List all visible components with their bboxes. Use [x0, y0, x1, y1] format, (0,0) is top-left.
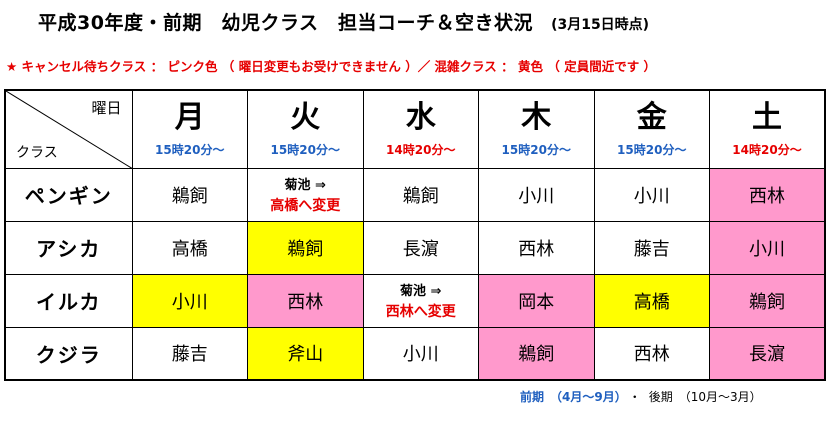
class-name-cell: クジラ — [4, 326, 133, 381]
day-header-wed: 水 14時20分～ — [362, 89, 479, 169]
coach-name: 鵜飼 — [749, 291, 785, 313]
day-start-time: 15時20分～ — [617, 142, 687, 157]
coach-change-to: 西林へ変更 — [385, 304, 456, 320]
coach-name: 西林 — [287, 291, 324, 313]
coach-cell: 小川 — [362, 326, 479, 381]
class-name-cell: アシカ — [4, 220, 133, 275]
coach-name: 鵜飼 — [287, 238, 324, 260]
coach-name: 高橋 — [171, 238, 208, 260]
coach-cell: 西林 — [247, 273, 364, 328]
coach-change-to: 高橋へ変更 — [270, 198, 341, 214]
day-start-time: 15時20分～ — [501, 142, 571, 157]
weekday-axis-label: 曜日 — [91, 99, 122, 117]
coach-cell: 高橋 — [593, 273, 710, 328]
coach-cell: 長濵 — [709, 326, 826, 381]
as-of-date: (3月15日時点) — [551, 17, 650, 33]
coach-name: 西林 — [633, 344, 670, 366]
coach-change-from: 菊池 ⇒ — [400, 284, 442, 299]
coach-name: 小川 — [171, 291, 208, 313]
coach-cell: 西林 — [593, 326, 710, 381]
corner-header-cell: 曜日 クラス — [4, 89, 133, 169]
day-name: 木 — [521, 99, 552, 135]
coach-cell: 小川 — [593, 167, 710, 222]
coach-cell: 菊池 ⇒ 西林へ変更 — [362, 273, 479, 328]
coach-cell: 小川 — [478, 167, 595, 222]
coach-name: 高橋 — [633, 291, 670, 313]
class-name-cell: ペンギン — [4, 167, 133, 222]
day-header-thu: 木 15時20分～ — [478, 89, 595, 169]
header-row: 曜日 クラス 月 15時20分～ 火 15時20分～ 水 14時20分～ 木 15時20… — [4, 89, 826, 169]
coach-cell: 鵜飼 — [478, 326, 595, 381]
coach-cell: 小川 — [131, 273, 248, 328]
term-separator: ・ — [628, 390, 641, 404]
class-row-ashika: アシカ 高橋 鵜飼 長濵 西林 藤吉 小川 — [4, 220, 826, 275]
corner-diagonal — [6, 91, 131, 167]
day-header-sat: 土 14時20分～ — [709, 89, 826, 169]
day-header-tue: 火 15時20分～ — [247, 89, 364, 169]
class-row-penguin: ペンギン 鵜飼 菊池 ⇒ 高橋へ変更 鵜飼 小川 小川 西林 — [4, 167, 826, 222]
coach-cell: 鵜飼 — [709, 273, 826, 328]
day-start-time: 15時20分～ — [270, 142, 340, 157]
day-name: 土 — [752, 99, 782, 135]
class-name-cell: イルカ — [4, 273, 133, 328]
coach-name: 斧山 — [287, 344, 324, 366]
coach-cell: 斧山 — [247, 326, 364, 381]
coach-name: 長濵 — [749, 344, 785, 366]
day-name: 火 — [290, 99, 321, 135]
coach-cell: 小川 — [709, 220, 826, 275]
coach-name: 鵜飼 — [171, 185, 208, 207]
title-text: 平成30年度・前期 幼児クラス 担当コーチ＆空き状況 — [38, 12, 534, 34]
coach-cell: 菊池 ⇒ 高橋へ変更 — [247, 167, 364, 222]
coach-name: 藤吉 — [633, 238, 670, 260]
coach-name: 小川 — [402, 344, 439, 366]
coach-name: 小川 — [518, 185, 555, 207]
day-header-fri: 金 15時20分～ — [593, 89, 710, 169]
day-start-time: 14時20分～ — [386, 142, 456, 157]
day-name: 水 — [405, 99, 436, 135]
schedule-table: 曜日 クラス 月 15時20分～ 火 15時20分～ 水 14時20分～ 木 15時20… — [4, 89, 826, 381]
coach-cell: 長濵 — [362, 220, 479, 275]
class-row-iruka: イルカ 小川 西林 菊池 ⇒ 西林へ変更 岡本 高橋 鵜飼 — [4, 273, 826, 328]
coach-cell: 西林 — [478, 220, 595, 275]
first-term-label: 前期 （4月～9月） — [520, 390, 621, 404]
coach-name: 西林 — [749, 185, 785, 207]
coach-change-from: 菊池 ⇒ — [284, 178, 326, 193]
day-name: 月 — [174, 99, 205, 135]
class-row-kujira: クジラ 藤吉 斧山 小川 鵜飼 西林 長濵 — [4, 326, 826, 381]
coach-cell: 藤吉 — [593, 220, 710, 275]
coach-name: 藤吉 — [171, 344, 208, 366]
coach-name: 長濵 — [402, 238, 439, 260]
coach-name: 鵜飼 — [402, 185, 439, 207]
day-start-time: 14時20分～ — [732, 142, 802, 157]
coach-cell: 鵜飼 — [131, 167, 248, 222]
coach-cell: 鵜飼 — [247, 220, 364, 275]
coach-name: 西林 — [518, 238, 555, 260]
day-start-time: 15時20分～ — [155, 142, 225, 157]
coach-cell: 鵜飼 — [362, 167, 479, 222]
term-footer: 前期 （4月～9月） ・後期 （10月～3月） — [520, 388, 762, 405]
coach-cell: 西林 — [709, 167, 826, 222]
day-header-mon: 月 15時20分～ — [131, 89, 248, 169]
coach-name: 岡本 — [518, 291, 555, 313]
page-title: 平成30年度・前期 幼児クラス 担当コーチ＆空き状況 (3月15日時点) — [38, 8, 649, 35]
coach-name: 鵜飼 — [518, 344, 555, 366]
coach-name: 小川 — [749, 238, 785, 260]
day-name: 金 — [636, 99, 667, 135]
coach-cell: 岡本 — [478, 273, 595, 328]
coach-cell: 藤吉 — [131, 326, 248, 381]
class-axis-label: クラス — [16, 144, 58, 161]
coach-cell: 高橋 — [131, 220, 248, 275]
legend-note: ★ キャンセル待ちクラス ： ピンク色 （ 曜日変更もお受けできません ）／ 混… — [6, 59, 657, 74]
second-term-label: 後期 （10月～3月） — [648, 390, 762, 404]
coach-name: 小川 — [633, 185, 670, 207]
